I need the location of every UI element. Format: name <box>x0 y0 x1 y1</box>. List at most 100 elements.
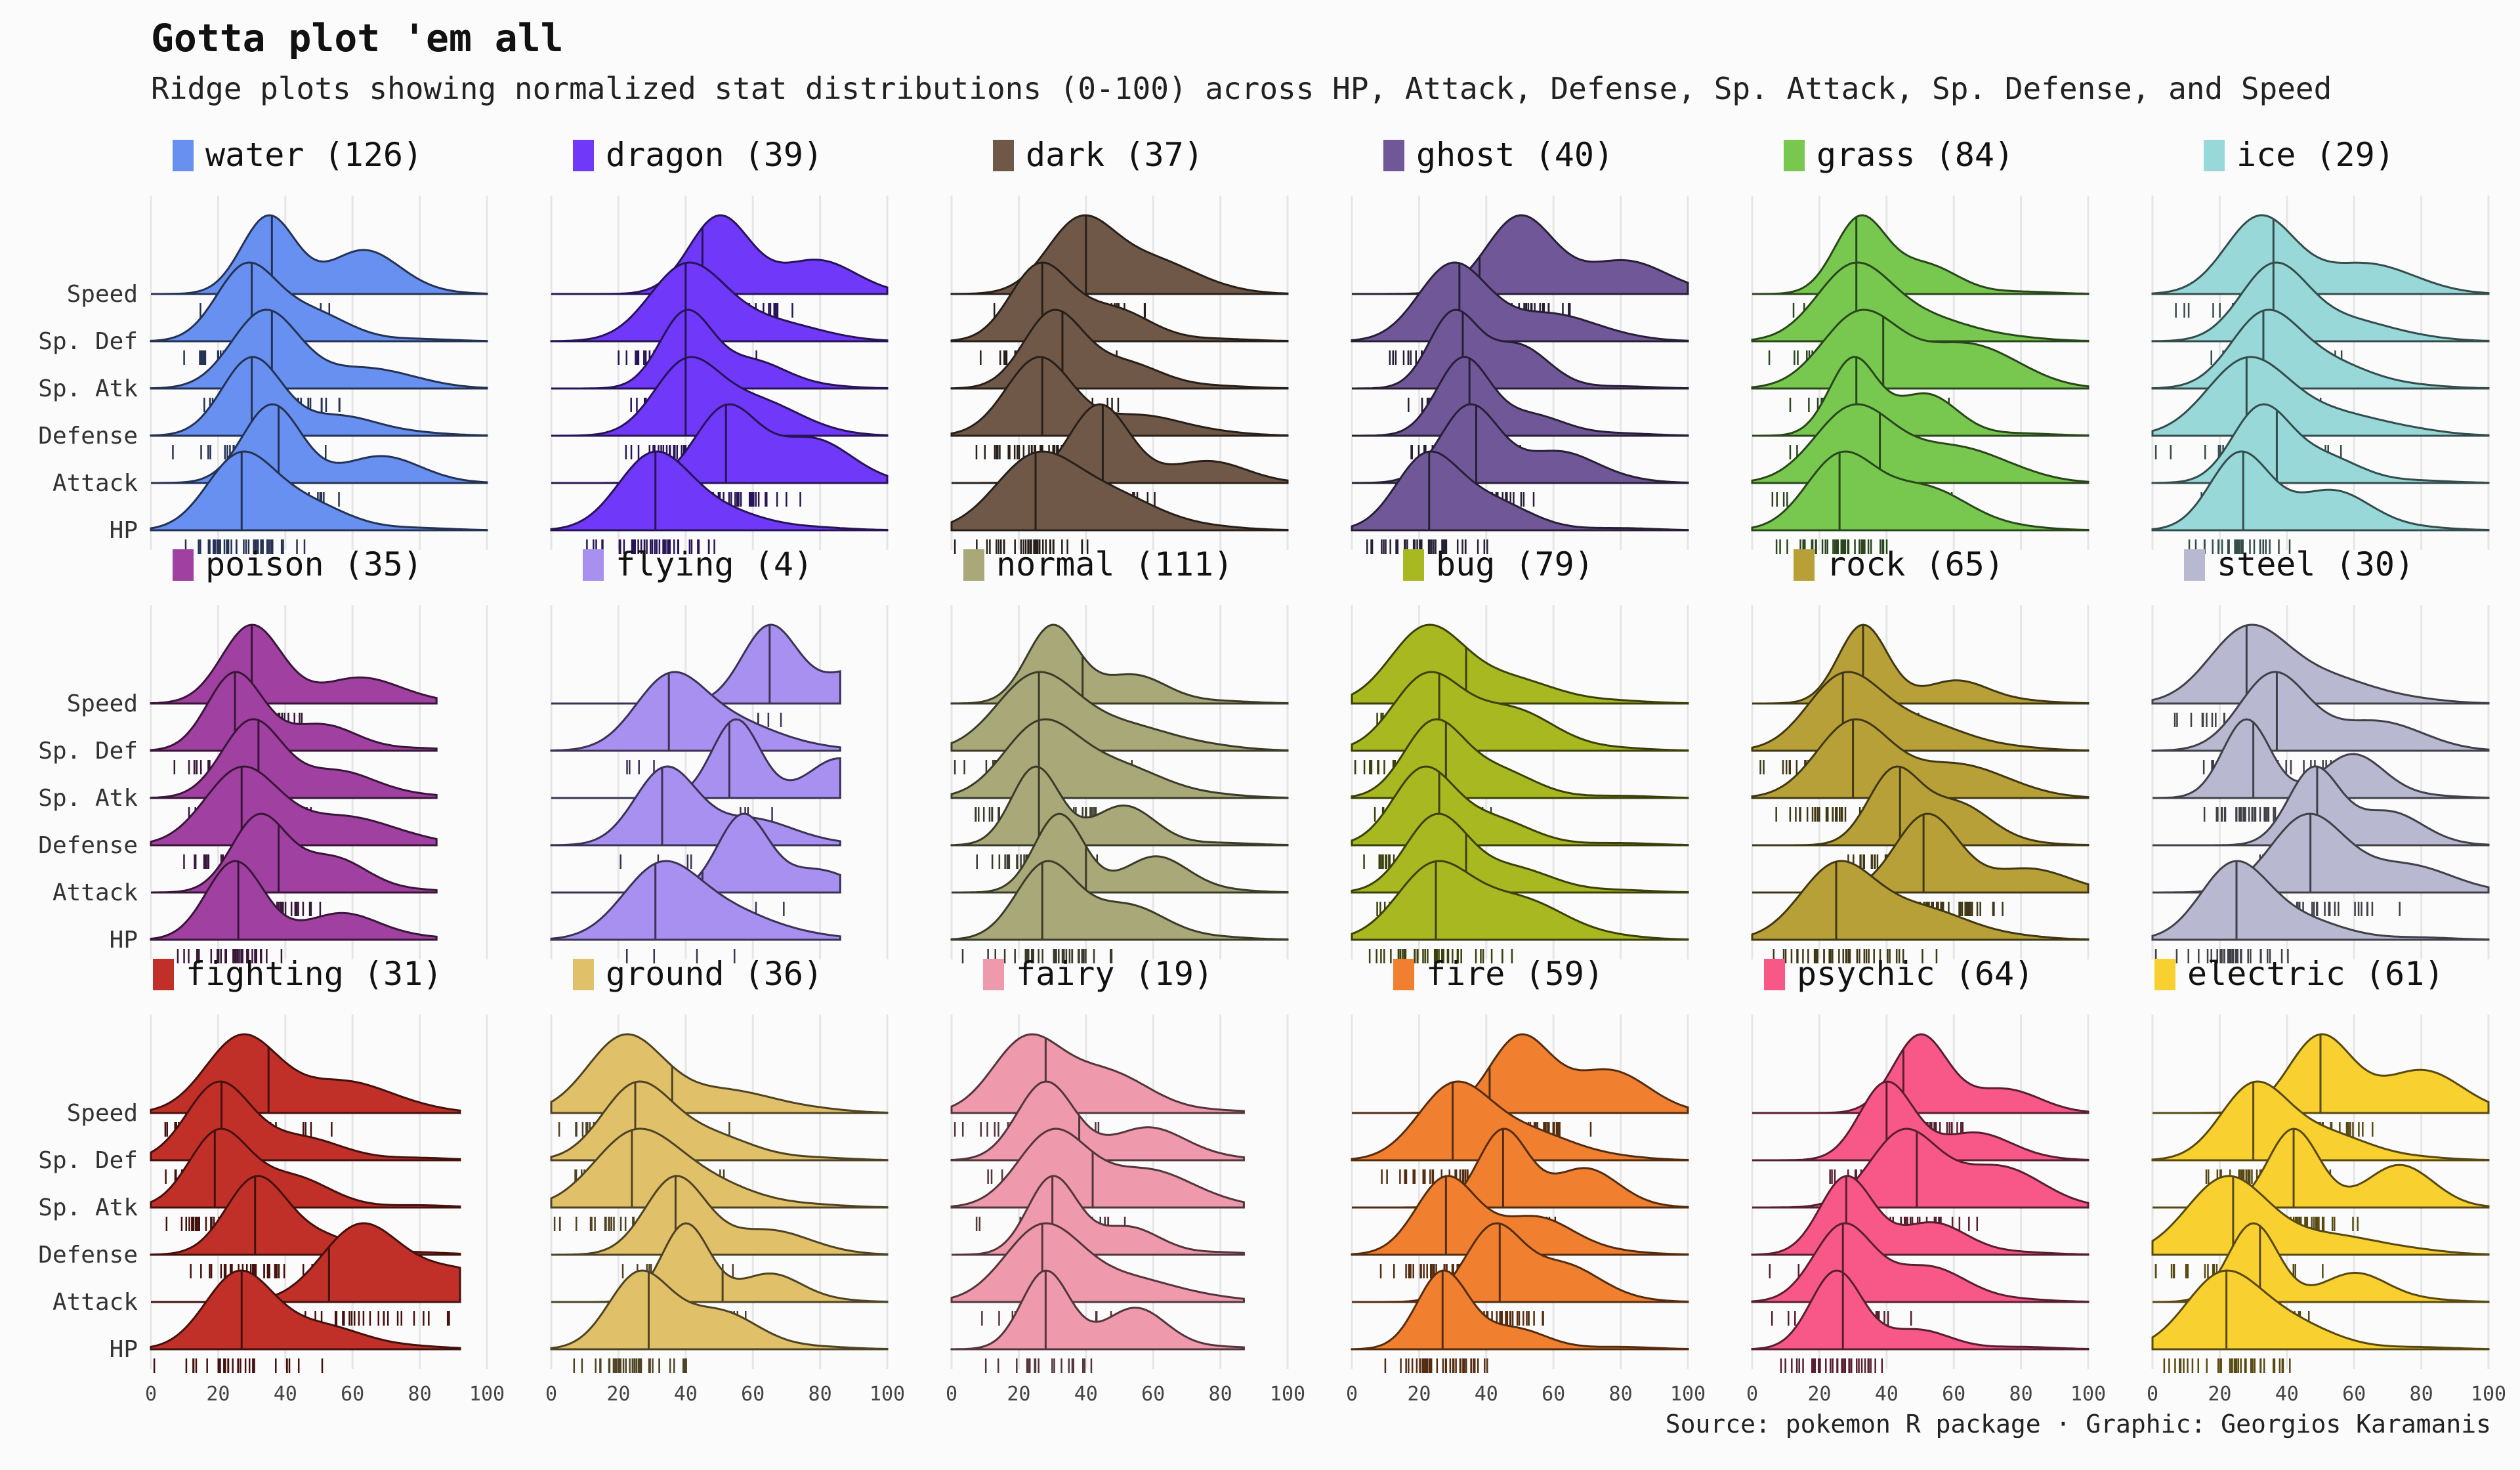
ridge-flying-sp-def <box>550 671 841 752</box>
panel-title: steel (30) <box>2217 545 2414 583</box>
ridge-ghost-defense <box>1352 356 1689 437</box>
x-tick-label: 20 <box>1407 1383 1431 1406</box>
panel-title: electric (61) <box>2187 955 2444 993</box>
ridge-poison-hp <box>150 860 438 941</box>
ridge-dragon-hp <box>550 450 889 532</box>
ridge-fairy-hp <box>950 1269 1245 1351</box>
panel-title: normal (111) <box>996 545 1233 583</box>
panel-title: fire (59) <box>1426 955 1604 993</box>
panel-title: dragon (39) <box>606 136 823 174</box>
stat-label: Defense <box>38 423 138 450</box>
ridge-ground-defense <box>551 1175 889 1256</box>
x-tick-label: 60 <box>1141 1383 1165 1406</box>
ridge-poison-sp-def <box>150 671 438 752</box>
x-tick-label: 60 <box>341 1383 364 1406</box>
ridge-water-sp-def <box>150 261 488 343</box>
legend-swatch <box>993 140 1014 171</box>
chart-subtitle: Ridge plots showing normalized stat dist… <box>151 71 2332 106</box>
x-tick-label: 80 <box>2410 1383 2433 1406</box>
stat-label: Speed <box>67 1100 138 1127</box>
ridge-psychic-hp <box>1751 1269 2090 1351</box>
ridge-ghost-hp <box>1351 450 1689 532</box>
ridge-dark-defense <box>950 356 1289 437</box>
panel-title: ice (29) <box>2236 136 2395 174</box>
stat-label: Speed <box>67 281 138 308</box>
ridge-grass-sp-atk <box>1751 308 2090 390</box>
legend-swatch <box>1383 140 1404 171</box>
ridge-ground-attack <box>551 1222 889 1303</box>
x-tick-label: 20 <box>2208 1383 2231 1406</box>
x-tick-label: 0 <box>145 1383 157 1406</box>
x-tick-label: 100 <box>870 1383 905 1406</box>
ridge-water-defense <box>150 356 488 437</box>
x-tick-label: 40 <box>2275 1383 2299 1406</box>
x-tick-label: 20 <box>206 1383 230 1406</box>
ridge-ghost-sp-atk <box>1352 308 1689 390</box>
ridge-flying-sp-atk <box>551 718 841 799</box>
panel-flying: flying (4) <box>550 545 889 963</box>
panel-title: ground (36) <box>606 955 823 993</box>
panel-grass: grass (84) <box>1751 136 2090 554</box>
ridge-fairy-attack <box>950 1222 1245 1303</box>
stat-label: Sp. Atk <box>38 785 138 812</box>
ridge-rock-sp-def <box>1751 671 2090 752</box>
ridge-fire-defense <box>1351 1175 1689 1256</box>
stat-label: Sp. Def <box>38 738 138 765</box>
ridge-grass-speed <box>1752 214 2090 295</box>
panel-title: grass (84) <box>1816 136 2014 174</box>
ridge-ice-defense <box>2151 356 2490 437</box>
x-tick-label: 20 <box>1807 1383 1831 1406</box>
ridge-psychic-sp-def <box>1752 1080 2090 1162</box>
x-tick-label: 60 <box>2342 1383 2366 1406</box>
ridge-fighting-attack <box>151 1222 461 1303</box>
x-tick-label: 40 <box>1875 1383 1899 1406</box>
legend-swatch <box>983 959 1004 990</box>
x-tick-label: 80 <box>1209 1383 1232 1406</box>
x-tick-label: 40 <box>1475 1383 1498 1406</box>
ridge-dragon-attack <box>551 403 889 484</box>
x-tick-label: 60 <box>741 1383 765 1406</box>
stat-label: Sp. Atk <box>38 375 138 402</box>
legend-swatch <box>2204 140 2225 171</box>
panel-title: fairy (19) <box>1016 955 1213 993</box>
panel-dark: dark (37) <box>950 136 1289 554</box>
panel-ghost: ghost (40) <box>1351 136 1689 554</box>
ridge-fairy-sp-def <box>950 1080 1245 1162</box>
panel-bug: bug (79) <box>1351 545 1689 963</box>
legend-swatch <box>573 959 594 990</box>
panel-fairy: fairy (19) 0 20 40 60 80 100 <box>946 955 1305 1406</box>
legend-swatch <box>1784 140 1805 171</box>
ridge-dragon-sp-def <box>550 261 889 343</box>
x-tick-label: 20 <box>606 1383 630 1406</box>
panel-title: water (126) <box>205 136 423 174</box>
ridge-grass-hp <box>1751 450 2090 532</box>
legend-swatch <box>1764 959 1785 990</box>
x-tick-label: 40 <box>274 1383 297 1406</box>
legend-swatch <box>573 140 594 171</box>
x-tick-label: 60 <box>1542 1383 1565 1406</box>
x-tick-label: 80 <box>1609 1383 1633 1406</box>
panel-electric: electric (61) 0 20 40 60 80 100 <box>2147 955 2506 1406</box>
ridge-rock-sp-atk <box>1751 718 2090 799</box>
stat-label: Sp. Atk <box>38 1194 138 1221</box>
ridge-ice-speed <box>2151 214 2490 295</box>
ridge-steel-attack <box>2152 812 2490 894</box>
ridge-flying-attack <box>551 812 841 894</box>
legend-swatch <box>1794 549 1815 581</box>
x-tick-label: 100 <box>2070 1383 2106 1406</box>
panel-title: fighting (31) <box>186 955 442 993</box>
legend-swatch <box>173 549 194 581</box>
ridge-normal-speed <box>950 623 1289 705</box>
ridge-fighting-hp <box>150 1269 461 1351</box>
ridge-poison-speed <box>150 623 438 705</box>
ridge-fire-sp-atk <box>1352 1127 1689 1209</box>
stat-label: Defense <box>38 1242 138 1269</box>
ridge-fighting-sp-atk <box>150 1127 461 1209</box>
ridge-rock-attack <box>1752 812 2090 894</box>
x-tick-label: 20 <box>1007 1383 1030 1406</box>
ridge-water-speed <box>151 214 488 295</box>
panel-normal: normal (111) <box>950 545 1289 963</box>
x-tick-label: 100 <box>2471 1383 2506 1406</box>
legend-swatch <box>2154 959 2175 990</box>
